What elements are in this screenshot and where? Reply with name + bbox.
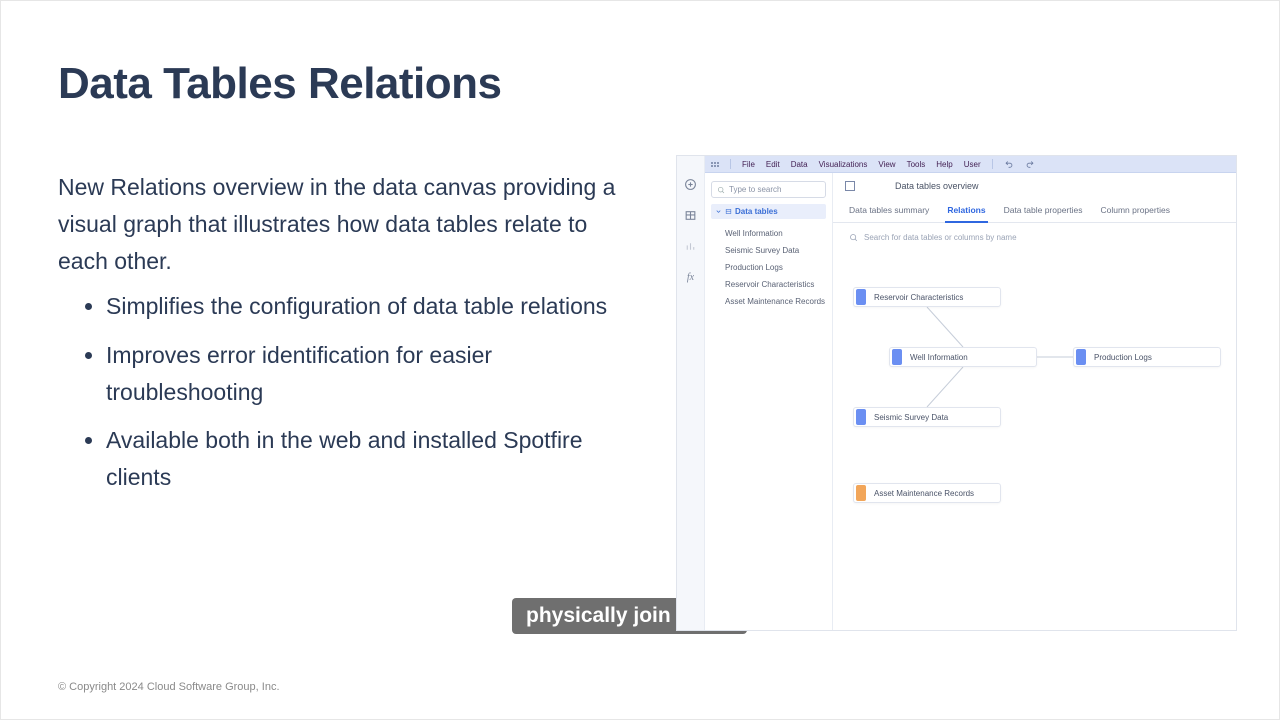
canvas-search[interactable]: Search for data tables or columns by nam… [849,233,1220,242]
color-chip [1076,349,1086,365]
search-input[interactable]: Type to search [711,181,826,198]
menu-data[interactable]: Data [791,160,808,169]
menu-user[interactable]: User [964,160,981,169]
menu-tools[interactable]: Tools [907,160,926,169]
color-chip [856,289,866,305]
menu-edit[interactable]: Edit [766,160,780,169]
tab-summary[interactable]: Data tables summary [849,199,929,222]
menu-file[interactable]: File [742,160,755,169]
node-label: Asset Maintenance Records [874,489,974,498]
tab-bar: Data tables summary Relations Data table… [833,199,1236,223]
tab-properties[interactable]: Data table properties [1004,199,1083,222]
intro-paragraph: New Relations overview in the data canva… [58,169,618,279]
table-icon [725,208,732,215]
panel-icon[interactable] [845,181,855,191]
plus-icon[interactable] [684,178,697,191]
bullet-item: Available both in the web and installed … [106,422,618,496]
tree-root[interactable]: Data tables [711,204,826,219]
tree-item[interactable]: Reservoir Characteristics [711,276,826,293]
graph-node[interactable]: Reservoir Characteristics [853,287,1001,307]
graph-node[interactable]: Well Information [889,347,1037,367]
menu-view[interactable]: View [878,160,895,169]
menu-visualizations[interactable]: Visualizations [819,160,868,169]
undo-icon[interactable] [1004,159,1014,169]
canvas: Data tables overview Data tables summary… [833,173,1236,630]
tab-column-properties[interactable]: Column properties [1101,199,1170,222]
search-placeholder: Type to search [729,185,781,194]
slide: Data Tables Relations New Relations over… [0,0,1280,720]
canvas-search-placeholder: Search for data tables or columns by nam… [864,233,1017,242]
node-label: Well Information [910,353,968,362]
canvas-header: Data tables overview [833,173,1236,199]
copyright: © Copyright 2024 Cloud Software Group, I… [58,681,280,693]
node-label: Production Logs [1094,353,1152,362]
chart-icon[interactable] [684,240,697,253]
tree-items: Well Information Seismic Survey Data Pro… [711,225,826,310]
app-main: File Edit Data Visualizations View Tools… [705,156,1236,630]
menu-help[interactable]: Help [936,160,952,169]
fx-icon[interactable]: fx [684,271,697,284]
relations-graph: Reservoir Characteristics Well Informatio… [833,269,1236,630]
graph-node[interactable]: Production Logs [1073,347,1221,367]
workspace: Type to search Data tables Well Informat… [705,173,1236,630]
side-panel: Type to search Data tables Well Informat… [705,173,833,630]
tree-item[interactable]: Seismic Survey Data [711,242,826,259]
canvas-title: Data tables overview [895,181,979,191]
search-icon [717,186,725,194]
tab-relations[interactable]: Relations [947,199,985,222]
search-icon [849,233,858,242]
tree-root-label: Data tables [735,207,778,216]
color-chip [856,409,866,425]
slide-title: Data Tables Relations [58,59,502,109]
table-icon[interactable] [684,209,697,222]
tree-item[interactable]: Production Logs [711,259,826,276]
node-label: Reservoir Characteristics [874,293,963,302]
color-chip [892,349,902,365]
node-label: Seismic Survey Data [874,413,948,422]
color-chip [856,485,866,501]
chevron-down-icon [715,208,722,215]
graph-edges [833,269,1236,630]
tree-item[interactable]: Asset Maintenance Records [711,293,826,310]
graph-node[interactable]: Asset Maintenance Records [853,483,1001,503]
bullet-item: Improves error identification for easier… [106,337,618,411]
bullet-item: Simplifies the configuration of data tab… [106,288,618,325]
app-screenshot: fx File Edit Data Visualizations View To… [676,155,1237,631]
menubar: File Edit Data Visualizations View Tools… [705,156,1236,173]
tree-item[interactable]: Well Information [711,225,826,242]
bullet-list: Simplifies the configuration of data tab… [58,288,618,508]
redo-icon[interactable] [1025,159,1035,169]
left-rail: fx [677,156,705,630]
graph-node[interactable]: Seismic Survey Data [853,407,1001,427]
drag-grip-icon[interactable] [711,162,719,167]
